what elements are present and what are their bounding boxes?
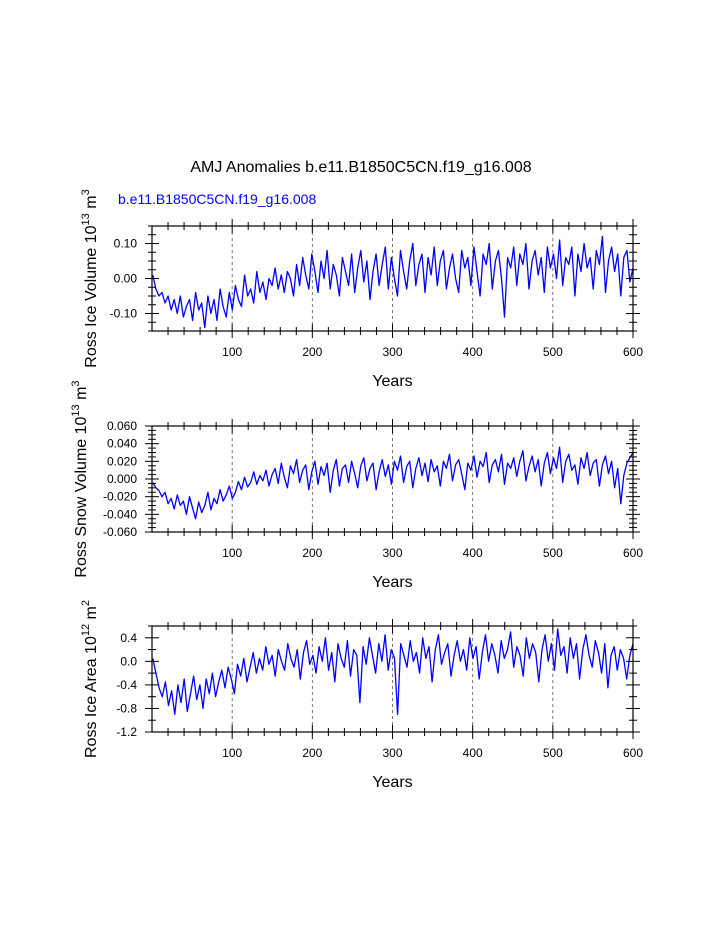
y-axis-label-superscript: 13 [80, 213, 92, 225]
chart-panel-1: 100 200 300 400 500 600 -0.10 0.00 0.10 Years Ross… [80, 189, 643, 390]
y-tick-label: -0.020 [103, 490, 137, 504]
y-tick-label: -1.2 [116, 725, 137, 739]
x-tick-label: 600 [623, 345, 643, 359]
y-axis-label-part: Ross Ice Volume 10 [83, 225, 100, 367]
y-tick-label: 0.4 [120, 631, 137, 645]
x-tick-label: 500 [543, 345, 563, 359]
chart-panel-3: 100 200 300 400 500 600 -1.2 -0.8 -0.4 0.0 0.4 Year… [80, 600, 643, 791]
y-axis-label: Ross Ice Area 1012 m2 [80, 600, 100, 758]
y-axis-label-part: m [73, 387, 90, 405]
x-tick-label: 600 [623, 546, 643, 560]
y-tick-label: 0.040 [107, 437, 137, 451]
x-tick-label: 200 [302, 746, 322, 760]
x-tick-label: 100 [222, 345, 242, 359]
x-tick-label: 100 [222, 546, 242, 560]
y-axis-label: Ross Ice Volume 1013 m3 [80, 189, 100, 367]
y-tick-label: -0.040 [103, 507, 137, 521]
series-line [152, 628, 634, 715]
y-tick-label: 0.0 [120, 654, 137, 668]
x-tick-label: 300 [382, 746, 402, 760]
x-tick-label: 500 [543, 746, 563, 760]
y-tick-label: 0.10 [114, 237, 138, 251]
x-tick-label: 100 [222, 746, 242, 760]
x-tick-label: 200 [302, 345, 322, 359]
series-line [152, 446, 634, 520]
x-tick-label: 400 [463, 746, 483, 760]
y-tick-label: 0.020 [107, 454, 137, 468]
plot-frame [151, 225, 634, 332]
y-tick-label: -0.10 [110, 307, 138, 321]
x-tick-label: 500 [543, 546, 563, 560]
x-tick-label: 400 [463, 546, 483, 560]
y-axis-label-superscript: 3 [70, 380, 82, 386]
x-tick-label: 300 [382, 546, 402, 560]
y-axis-label-superscript: 3 [80, 189, 92, 195]
x-tick-label: 600 [623, 746, 643, 760]
x-tick-label: 200 [302, 546, 322, 560]
x-axis-label: Years [372, 774, 412, 791]
x-tick-label: 300 [382, 345, 402, 359]
y-tick-label: -0.060 [103, 525, 137, 539]
chart-subtitle: b.e11.B1850C5CN.f19_g16.008 [118, 191, 316, 207]
y-tick-label: -0.8 [116, 701, 137, 715]
chart-panel-2: 100 200 300 400 500 600 -0.060 -0.040 -0.020 0.00… [70, 380, 643, 591]
y-tick-label: 0.00 [114, 272, 138, 286]
y-axis-label: Ross Snow Volume 1013 m3 [70, 380, 90, 577]
y-axis-label-part: Ross Ice Area 10 [83, 636, 100, 758]
y-axis-label-superscript: 2 [80, 600, 92, 606]
y-axis-label-part: Ross Snow Volume 10 [73, 416, 90, 577]
y-axis-label-part: m [83, 195, 100, 213]
x-axis-label: Years [372, 574, 412, 591]
y-tick-label: 0.000 [107, 472, 137, 486]
panels: 100 200 300 400 500 600 -0.10 0.00 0.10 Years Ross… [70, 189, 643, 791]
y-axis-label-superscript: 12 [80, 624, 92, 636]
x-tick-label: 400 [463, 345, 483, 359]
y-tick-label: 0.060 [107, 419, 137, 433]
y-axis-label-part: m [83, 606, 100, 624]
y-tick-label: -0.4 [116, 678, 137, 692]
y-axis-label-superscript: 13 [70, 404, 82, 416]
chart-title: AMJ Anomalies b.e11.B1850C5CN.f19_g16.00… [190, 159, 531, 176]
series-line [152, 235, 634, 329]
x-axis-label: Years [372, 373, 412, 390]
